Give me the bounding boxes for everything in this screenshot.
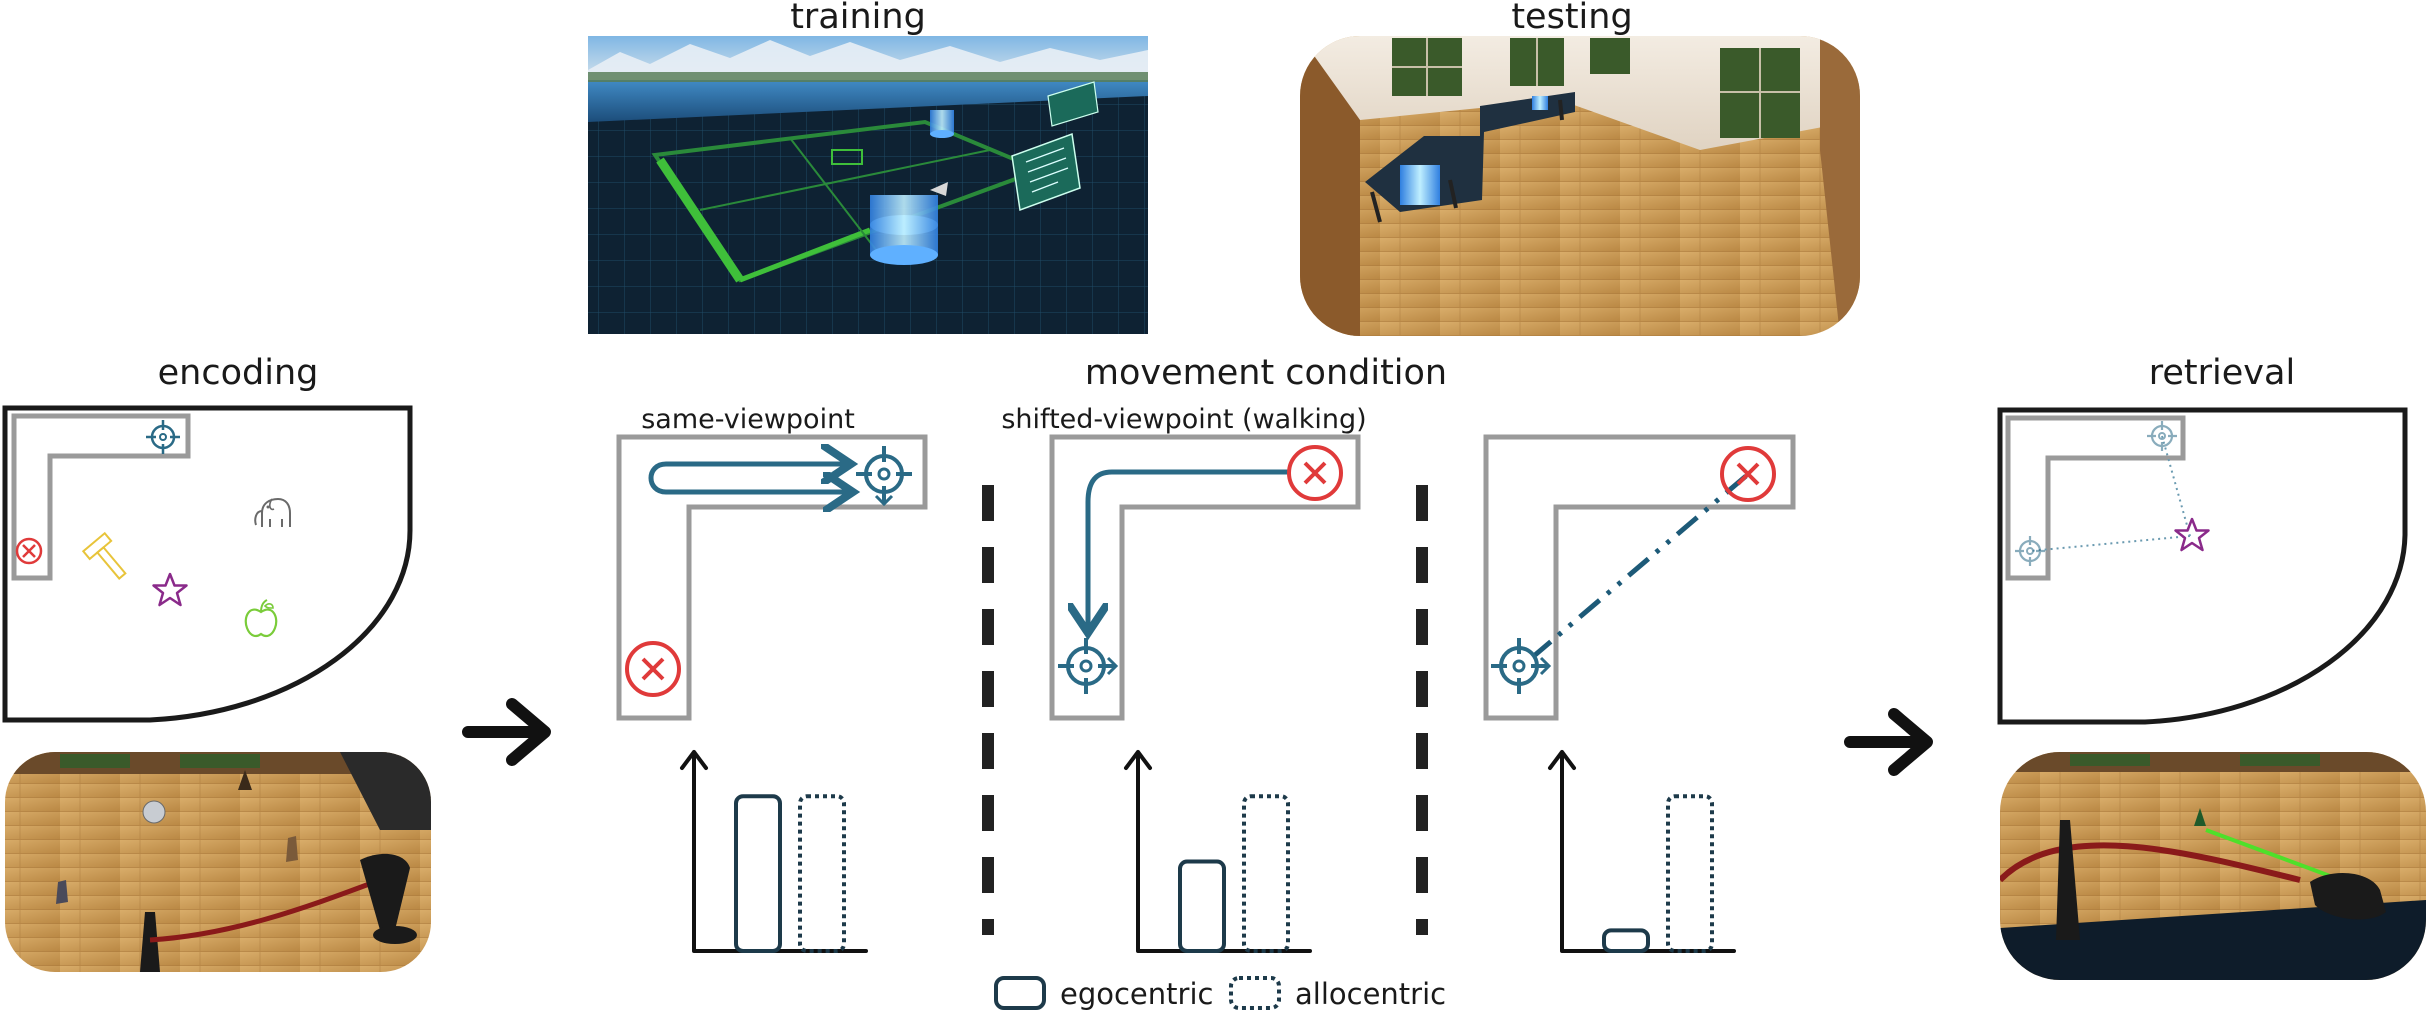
bar-graph-axes	[1124, 750, 1312, 953]
bar-graph-same-viewpoint	[680, 750, 868, 954]
cross-icon	[15, 537, 43, 565]
target-icon-faded-top	[2147, 421, 2177, 451]
cross-icon	[1720, 446, 1776, 502]
target-icon	[1491, 638, 1552, 694]
same-viewpoint-map	[616, 434, 928, 721]
target-icon	[146, 420, 180, 454]
legend-egocentric-label: egocentric	[1060, 977, 1213, 1011]
instruction-sign-icon	[930, 81, 1099, 212]
title-retrieval: retrieval	[2149, 353, 2295, 393]
encoding-screenshot	[5, 752, 431, 972]
apple-icon	[244, 599, 278, 638]
title-training: training	[790, 0, 926, 37]
portal-far-icon	[930, 110, 954, 138]
allocentric-bar	[1242, 794, 1290, 954]
legend: egocentric allocentric	[994, 976, 1446, 1011]
label-shifted-viewpoint: shifted-viewpoint (walking)	[1001, 404, 1366, 435]
bar-graph-axes	[680, 750, 868, 953]
star-icon	[152, 572, 188, 607]
retrieval-screenshot	[2000, 752, 2426, 980]
cross-icon	[1287, 445, 1343, 501]
bar-graph-shifted-walking	[1124, 750, 1312, 954]
bar-graph-shifted-teleport	[1548, 750, 1736, 954]
title-encoding: encoding	[158, 353, 319, 393]
legend-allocentric-swatch	[1229, 976, 1281, 1010]
elephant-icon	[254, 497, 291, 527]
legend-egocentric-swatch	[994, 976, 1046, 1010]
egocentric-bar	[734, 794, 782, 954]
legend-allocentric-label: allocentric	[1295, 977, 1446, 1011]
arrow-right-icon	[462, 698, 551, 766]
star-icon-retrieval	[2174, 517, 2210, 552]
target-icon-faded-left	[2015, 536, 2045, 566]
portal-near-icon	[870, 195, 938, 265]
target-icon	[856, 446, 912, 507]
encoding-room-map	[2, 405, 413, 723]
hammer-icon	[81, 531, 127, 580]
title-testing: testing	[1511, 0, 1632, 37]
cross-icon	[625, 641, 681, 697]
allocentric-bar	[798, 794, 846, 954]
arrow-right-icon-retrieval	[1844, 708, 1933, 776]
shifted-viewpoint-teleport-map	[1483, 434, 1796, 721]
title-movement-condition: movement condition	[1085, 353, 1447, 393]
shifted-viewpoint-map	[1049, 434, 1361, 721]
training-screenshot	[588, 36, 1148, 334]
testing-screenshot	[1300, 36, 1860, 336]
egocentric-bar	[1602, 928, 1650, 953]
allocentric-bar	[1666, 794, 1714, 954]
target-icon	[1058, 638, 1119, 694]
retrieval-room-map	[1997, 407, 2408, 725]
egocentric-bar	[1178, 859, 1226, 953]
bar-graph-axes	[1548, 750, 1736, 953]
label-same-viewpoint: same-viewpoint	[641, 404, 855, 435]
